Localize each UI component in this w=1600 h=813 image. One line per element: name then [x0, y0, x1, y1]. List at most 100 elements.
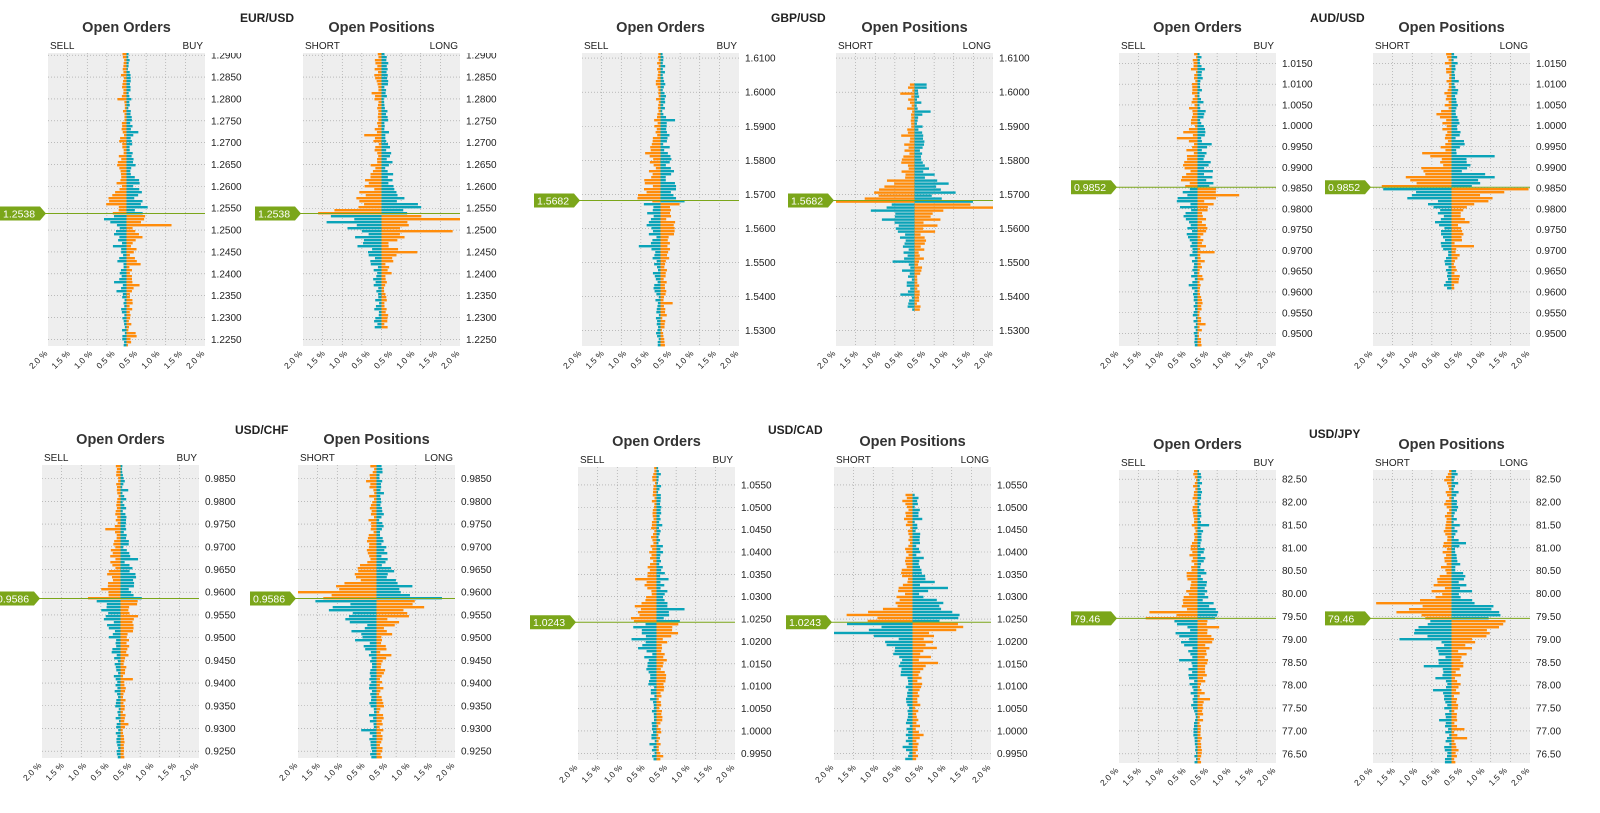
bar-right: [1451, 260, 1455, 263]
bar-left: [364, 203, 382, 206]
bar-left: [119, 272, 127, 275]
bar-left: [124, 107, 127, 110]
bar-right: [1451, 563, 1461, 566]
bar-right: [1451, 173, 1486, 176]
bar-left: [377, 125, 382, 128]
bar-left: [898, 637, 913, 641]
bar-right: [656, 509, 661, 512]
current-price-marker: 1.5682: [534, 193, 580, 208]
bar-right: [376, 630, 387, 633]
y-tick-label: 76.50: [1282, 749, 1307, 760]
y-tick-label: 1.2550: [211, 204, 242, 215]
bar-left: [1439, 224, 1452, 227]
bar-left: [905, 757, 913, 761]
bar-left: [1195, 719, 1198, 722]
current-price-label: 0.9852: [1328, 182, 1360, 194]
bar-left: [1192, 665, 1198, 668]
bar-left: [901, 571, 913, 575]
bar-left: [658, 53, 661, 56]
bar-left: [123, 149, 127, 152]
bar-right: [1197, 536, 1202, 539]
bar-left: [1194, 725, 1198, 728]
bar-left: [377, 158, 382, 161]
bar-left: [1444, 479, 1452, 482]
bar-right: [912, 595, 924, 599]
x-tick-label: 1.0 %: [606, 348, 629, 371]
current-price-label: 1.5682: [537, 196, 569, 208]
bar-right: [120, 579, 134, 582]
bar-left: [657, 68, 661, 71]
bar-right: [1451, 167, 1468, 170]
bar-right: [1197, 644, 1206, 647]
bar-left: [374, 308, 382, 311]
y-tick-label: 0.9350: [205, 701, 236, 712]
bar-left: [651, 143, 661, 146]
y-tick-label: 0.9950: [1536, 142, 1567, 153]
bar-right: [912, 661, 939, 665]
bar-right: [1451, 176, 1495, 179]
bar-left: [117, 260, 127, 263]
bar-right: [1451, 557, 1457, 560]
bar-right: [126, 89, 131, 92]
bar-right: [1197, 161, 1211, 164]
bar-left: [117, 522, 121, 525]
current-price-label: 0.9586: [253, 594, 285, 606]
bar-right: [660, 167, 671, 170]
bar-left: [371, 690, 377, 693]
y-tick-label: 1.0100: [1282, 80, 1313, 91]
y-tick-label: 1.2350: [211, 291, 242, 302]
bar-left: [1193, 311, 1198, 314]
bar-left: [912, 308, 915, 311]
current-price-marker: 0.9852: [1071, 180, 1117, 195]
left-side-label: SELL: [50, 41, 75, 52]
bar-left: [117, 492, 121, 495]
bar-left: [645, 635, 657, 638]
bar-right: [381, 140, 387, 143]
bar-right: [1451, 683, 1461, 686]
y-tick-label: 1.0500: [741, 503, 772, 514]
bar-left: [654, 290, 661, 293]
bar-right: [660, 122, 667, 125]
y-tick-label: 1.0450: [741, 525, 772, 536]
bar-right: [1197, 323, 1206, 326]
bar-left: [123, 344, 127, 347]
bar-right: [914, 278, 918, 281]
y-tick-label: 1.2700: [466, 138, 497, 149]
bar-right: [126, 290, 132, 293]
bar-left: [836, 200, 915, 203]
bar-left: [1433, 584, 1452, 587]
bar-left: [352, 612, 377, 615]
bar-right: [1197, 155, 1205, 158]
bar-left: [122, 317, 127, 320]
y-tick-label: 1.5700: [999, 190, 1030, 201]
bar-left: [377, 71, 382, 74]
bar-left: [115, 732, 121, 735]
bar-left: [901, 158, 915, 161]
bar-left: [1441, 641, 1452, 644]
bar-left: [657, 122, 661, 125]
bar-right: [120, 540, 129, 543]
bar-left: [907, 580, 913, 584]
bar-left: [330, 215, 382, 218]
y-tick-label: 1.0100: [997, 682, 1028, 693]
bar-left: [1444, 758, 1452, 761]
y-tick-label: 0.9550: [1536, 308, 1567, 319]
bar-left: [652, 515, 657, 518]
bar-right: [1451, 758, 1455, 761]
bar-left: [378, 293, 382, 296]
bar-left: [1446, 119, 1452, 122]
bar-right: [126, 338, 131, 341]
y-tick-label: 79.00: [1282, 635, 1307, 646]
bar-right: [120, 624, 134, 627]
bar-left: [658, 59, 661, 62]
bar-right: [1197, 578, 1203, 581]
bar-left: [369, 684, 377, 687]
bar-right: [1197, 95, 1200, 98]
bar-left: [897, 230, 915, 233]
bar-right: [381, 224, 409, 227]
y-tick-label: 1.2400: [211, 269, 242, 280]
bar-left: [117, 756, 121, 759]
y-tick-label: 77.00: [1282, 726, 1307, 737]
bar-left: [1195, 329, 1198, 332]
bar-left: [909, 101, 915, 104]
